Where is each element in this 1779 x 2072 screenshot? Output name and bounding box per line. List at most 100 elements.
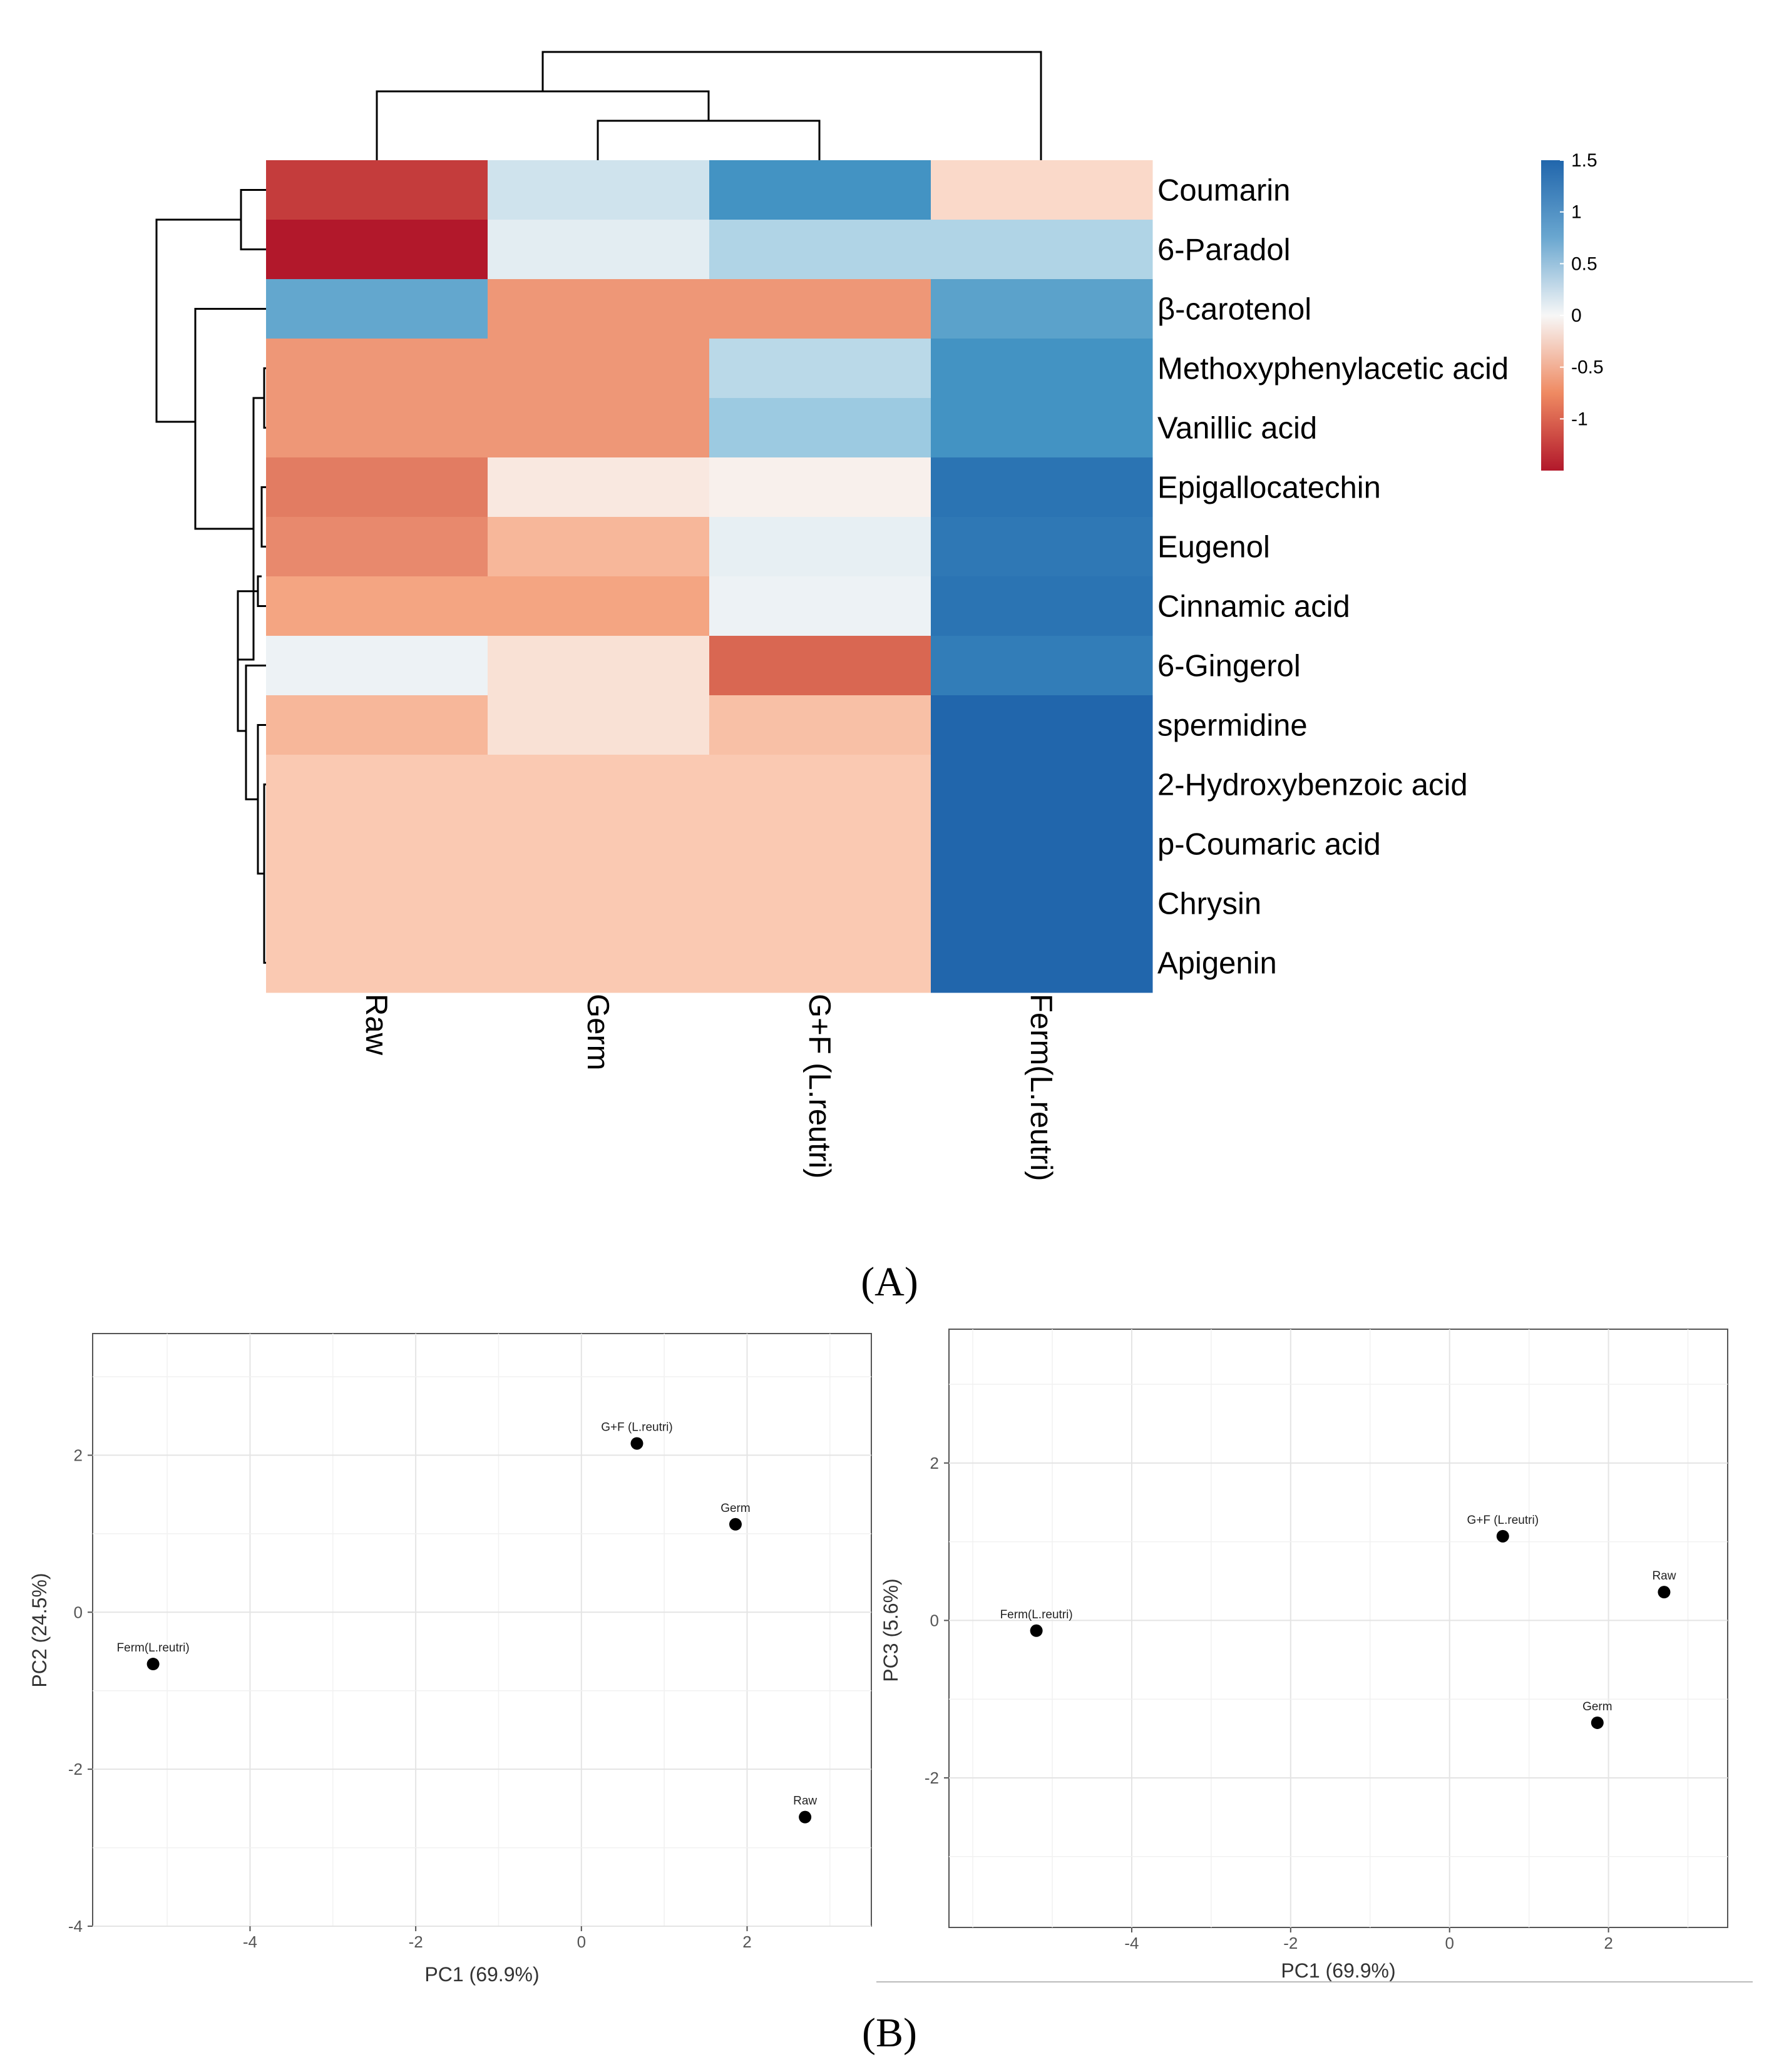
data-point [1658,1586,1671,1599]
data-point-label: Germ [1582,1700,1612,1713]
color-scale-tick-label: -0.5 [1571,357,1604,378]
dendrogram-branch [240,189,266,250]
heatmap-row-label: Methoxyphenylacetic acid [1157,352,1509,386]
heatmap-cell [709,517,931,577]
y-tick-label: 0 [930,1611,939,1630]
heatmap-column-labels: Raw Germ G+F (L.reutri) Ferm(L.reutri) [359,994,1058,1181]
heatmap-cell [266,457,488,518]
heatmap-row-label: Apigenin [1157,947,1277,981]
heatmap-cell [266,220,488,280]
x-tick-label: -4 [243,1932,257,1951]
heatmap-cell [931,874,1153,934]
heatmap-cell [266,933,488,993]
column-dendrogram [376,51,1042,160]
heatmap-cell [709,160,931,220]
heatmap-cell [931,398,1153,458]
heatmap-cell [709,695,931,755]
heatmap-cell [709,220,931,280]
heatmap-cell [931,933,1153,993]
heatmap-cell [709,636,931,696]
dendrogram-branch [237,590,258,732]
heatmap-cell [266,814,488,874]
data-point-label: Germ [720,1502,751,1515]
heatmap-cell [266,755,488,815]
plot-background [92,1333,872,1927]
heatmap-cell [931,457,1153,518]
heatmap-row-label: Eugenol [1157,531,1270,564]
heatmap-cell [709,814,931,874]
heatmap-cell [266,398,488,458]
panel-label-a: (A) [861,1259,918,1305]
panel-label-b: (B) [862,2010,917,2056]
heatmap-panel: Coumarin 6-Paradol β-carotenol Methoxypheny… [155,51,1604,1305]
axis-ticks: -4 -2 0 2 2 0 -2 -4 [68,1446,752,1951]
data-point [729,1518,742,1531]
data-points: G+F (L.reutri) Germ Ferm(L.reutri) Raw [117,1421,817,1824]
data-point-label: G+F (L.reutri) [1467,1514,1539,1527]
dendrogram-branch [155,218,241,423]
data-point [630,1437,643,1450]
data-point [1030,1624,1043,1637]
heatmap-cell [266,160,488,220]
x-axis-label: PC1 (69.9%) [424,1963,539,1986]
heatmap-cell [488,160,710,220]
heatmap-cell [266,279,488,339]
dendrogram-branch [257,575,266,607]
gridlines [93,1334,871,1927]
heatmap-cell [488,576,710,636]
heatmap-column-label: Germ [581,994,615,1071]
heatmap-cell [931,339,1153,399]
heatmap-cell [488,220,710,280]
heatmap-row-label: Epigallocatechin [1157,471,1381,505]
gridlines [949,1329,1728,1927]
heatmap-row-label: β-carotenol [1157,293,1311,327]
y-tick-label: -2 [925,1768,939,1787]
dendrogram-branch [260,486,266,548]
heatmap-cell [709,339,931,399]
dendrogram-branch [597,120,821,160]
dendrogram-branch [376,90,710,160]
heatmap-row-label: 2-Hydroxybenzoic acid [1157,768,1468,802]
heatmap-cell [931,695,1153,755]
dendrogram-branch [263,783,266,964]
heatmap-row-label: p-Coumaric acid [1157,828,1381,862]
heatmap-cell [488,636,710,696]
heatmap-column-label: Raw [359,994,393,1056]
color-scale-legend: 1.5 1 0.5 0 -0.5 -1 [1541,150,1604,471]
y-tick-label: 0 [74,1603,83,1621]
heatmap-cell [488,814,710,874]
heatmap-cell [709,279,931,339]
heatmap-cell [488,457,710,518]
heatmap-row-label: spermidine [1157,709,1308,743]
axis-ticks: -4 -2 0 2 2 0 -2 [925,1454,1613,1952]
data-point-label: Raw [793,1795,817,1808]
heatmap-cell [266,339,488,399]
y-axis-label: PC2 (24.5%) [28,1573,51,1687]
heatmap-cell [931,517,1153,577]
data-point [146,1658,160,1671]
data-point-label: Raw [1652,1569,1676,1583]
y-tick-label: 2 [930,1454,939,1472]
heatmap-cell [931,755,1153,815]
y-tick-label: -2 [68,1760,83,1779]
heatmap-row-label: Chrysin [1157,887,1261,921]
x-tick-label: -2 [409,1932,423,1951]
heatmap-cell [488,933,710,993]
y-tick-label: -4 [68,1917,83,1936]
heatmap-cell [931,814,1153,874]
heatmap-cell [488,874,710,934]
heatmap-cell [266,695,488,755]
x-axis-label: PC1 (69.9%) [1281,1959,1395,1982]
x-tick-label: 2 [742,1932,751,1951]
heatmap-cell [488,755,710,815]
pca-plot-pc1-pc2: -4 -2 0 2 2 0 -2 -4 G+F (L.reutri) Germ Ferm(L.re… [28,1333,872,1986]
dendrogram-branch [263,367,266,429]
data-point [1591,1716,1604,1729]
color-scale-tick-label: -1 [1571,409,1588,429]
color-scale-tick-label: 1.5 [1571,150,1597,171]
heatmap-cell [709,457,931,518]
heatmap-cell [266,517,488,577]
x-tick-label: -4 [1124,1934,1139,1952]
color-scale-ticks: 1.5 1 0.5 0 -0.5 -1 [1560,150,1604,429]
heatmap-cell [266,874,488,934]
